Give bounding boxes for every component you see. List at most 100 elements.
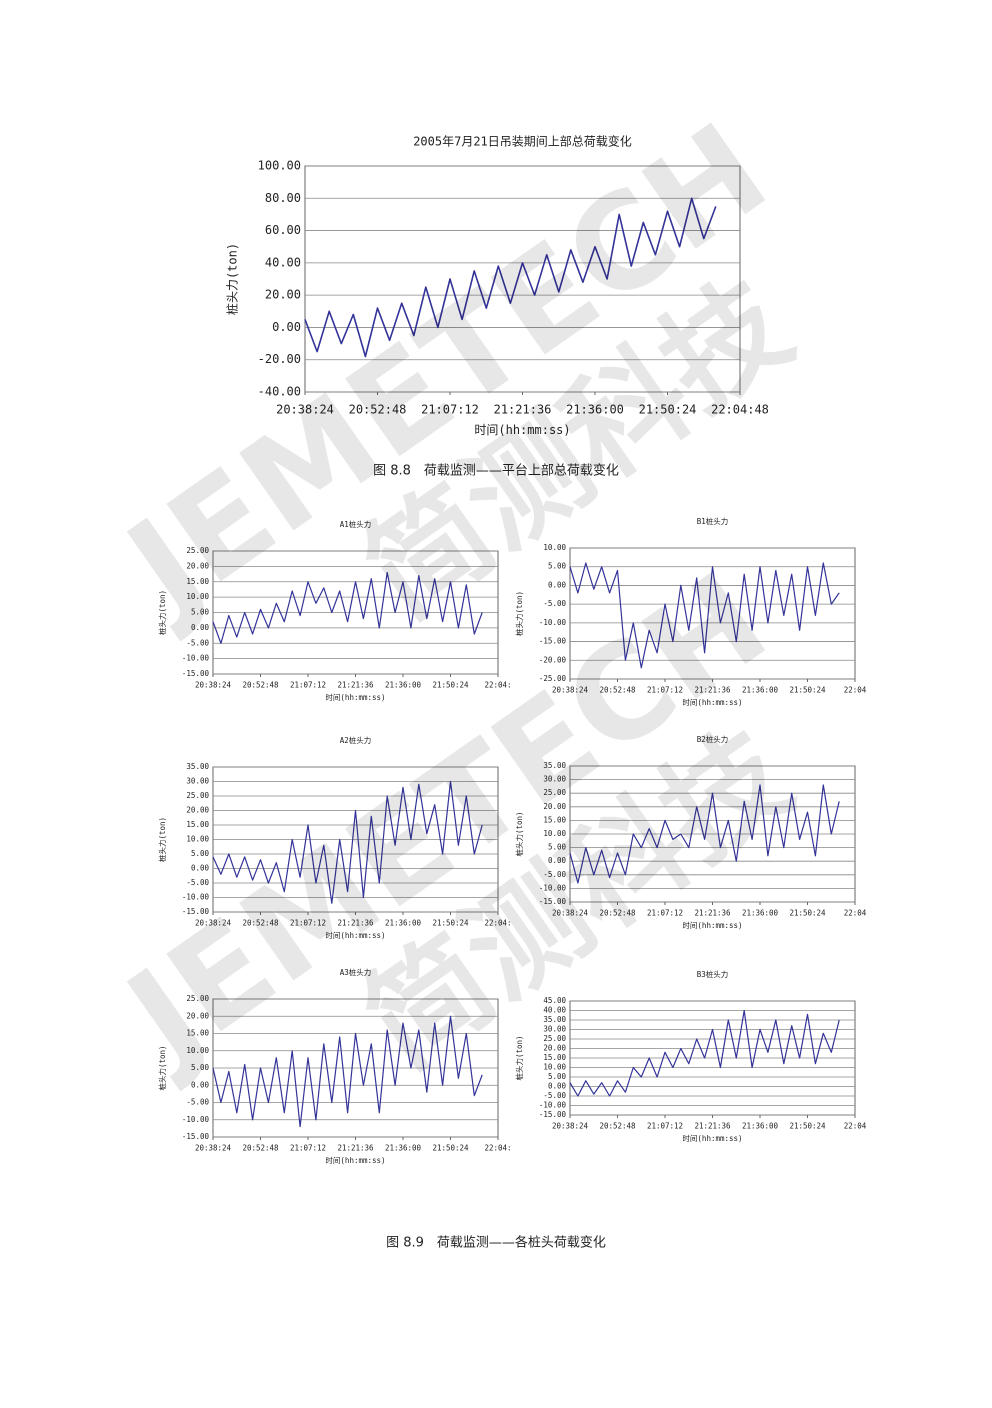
x-axis-label: 时间(hh:mm:ss) [325, 930, 385, 940]
x-tick-label: 21:50:24 [639, 403, 697, 417]
y-tick-label: 20.00 [186, 561, 209, 570]
x-tick-label: 21:50:24 [432, 680, 469, 689]
data-line [569, 562, 840, 669]
x-tick-label: 22:04 [844, 908, 867, 917]
y-tick-label: -10.00 [539, 883, 567, 892]
y-tick-label: 0.00 [272, 320, 301, 334]
x-tick-label: 20:38:24 [195, 1143, 232, 1152]
x-axis-label: 时间(hh:mm:ss) [682, 920, 742, 930]
y-tick-label: 0.00 [191, 864, 210, 873]
chart-title: B2桩头力 [697, 734, 729, 744]
x-tick-label: 20:38:24 [552, 908, 589, 917]
y-tick-label: 0.00 [191, 623, 210, 632]
y-tick-label: -5.00 [543, 1091, 566, 1100]
x-tick-label: 21:50:24 [789, 908, 826, 917]
y-tick-label: 5.00 [191, 1063, 210, 1072]
x-axis-label: 时间(hh:mm:ss) [474, 423, 570, 437]
y-tick-label: -40.00 [258, 385, 301, 399]
y-tick-label: 25.00 [543, 788, 566, 797]
x-tick-label: 21:50:24 [432, 918, 469, 927]
x-tick-label: 21:21:36 [337, 918, 374, 927]
y-tick-label: 15.00 [186, 820, 209, 829]
y-tick-label: 5.00 [191, 608, 210, 617]
y-tick-label: 0.00 [548, 1082, 567, 1091]
x-tick-label: 22:04 [844, 685, 867, 694]
data-line [304, 197, 717, 358]
x-tick-label: 20:52:48 [242, 680, 279, 689]
x-tick-label: 21:36:00 [742, 685, 779, 694]
data-line [212, 780, 483, 904]
x-tick-label: 22:04:48 [711, 403, 769, 417]
x-tick-label: 21:36:00 [385, 1143, 422, 1152]
x-tick-label: 21:07:12 [290, 1143, 326, 1152]
y-tick-label: -15.00 [182, 1132, 210, 1141]
chart-title: 2005年7月21日吊装期间上部总荷载变化 [413, 134, 632, 149]
x-tick-label: 22:04: [484, 680, 511, 689]
y-axis-label: 桩头力(ton) [157, 817, 167, 862]
y-tick-label: 20.00 [543, 1044, 566, 1053]
x-axis-label: 时间(hh:mm:ss) [682, 1133, 742, 1143]
x-tick-label: 21:36:00 [742, 908, 779, 917]
y-axis-label: 桩头力(ton) [157, 590, 167, 635]
x-tick-label: 20:52:48 [242, 918, 279, 927]
y-tick-label: 15.00 [543, 1053, 566, 1062]
x-tick-label: 20:38:24 [195, 680, 232, 689]
x-axis-label: 时间(hh:mm:ss) [325, 692, 385, 702]
x-tick-label: 21:21:36 [694, 1121, 731, 1130]
figure-caption: 图 8.8 荷载监测——平台上部总荷载变化 [373, 463, 619, 479]
y-axis-label: 桩头力(ton) [225, 243, 240, 315]
y-tick-label: 30.00 [543, 775, 566, 784]
y-tick-label: 100.00 [258, 159, 301, 173]
y-tick-label: 25.00 [186, 791, 209, 800]
y-tick-label: -5.00 [543, 870, 566, 879]
chart-title: B3桩头力 [697, 969, 729, 979]
chart-title: B1桩头力 [697, 516, 729, 526]
y-axis-label: 桩头力(ton) [514, 811, 524, 856]
y-tick-label: -10.00 [182, 1115, 210, 1124]
y-tick-label: -20.00 [258, 352, 301, 366]
x-tick-label: 20:52:48 [599, 908, 636, 917]
y-tick-label: 10.00 [186, 1046, 209, 1055]
x-axis-label: 时间(hh:mm:ss) [325, 1155, 385, 1165]
y-tick-label: 5.00 [191, 849, 210, 858]
y-tick-label: 5.00 [548, 1072, 567, 1081]
y-tick-label: 80.00 [265, 191, 301, 205]
y-tick-label: 5.00 [548, 843, 567, 852]
y-tick-label: 10.00 [543, 829, 566, 838]
chart-title: A2桩头力 [340, 735, 372, 745]
y-tick-label: -10.00 [539, 618, 567, 627]
x-tick-label: 21:07:12 [290, 680, 326, 689]
data-line [212, 571, 483, 644]
y-tick-label: 10.00 [186, 592, 209, 601]
y-axis-label: 桩头力(ton) [514, 591, 524, 636]
y-tick-label: 25.00 [186, 994, 209, 1003]
y-tick-label: -5.00 [186, 878, 209, 887]
y-tick-label: -15.00 [539, 1110, 567, 1119]
x-tick-label: 20:52:48 [349, 403, 407, 417]
x-tick-label: 21:07:12 [647, 1121, 683, 1130]
data-line [569, 1009, 840, 1097]
x-tick-label: 21:07:12 [647, 908, 683, 917]
x-tick-label: 20:38:24 [276, 403, 334, 417]
y-tick-label: -25.00 [539, 674, 567, 683]
y-tick-label: -15.00 [182, 907, 210, 916]
y-tick-label: -10.00 [182, 893, 210, 902]
x-tick-label: 20:38:24 [552, 1121, 589, 1130]
x-tick-label: 20:38:24 [195, 918, 232, 927]
x-tick-label: 21:21:36 [494, 403, 552, 417]
y-tick-label: 0.00 [548, 580, 567, 589]
x-tick-label: 21:21:36 [694, 685, 731, 694]
y-tick-label: 20.00 [265, 288, 301, 302]
y-tick-label: 40.00 [543, 1006, 566, 1015]
y-tick-label: 25.00 [543, 1034, 566, 1043]
data-line [569, 784, 840, 884]
y-tick-label: 20.00 [186, 1011, 209, 1020]
y-axis-label: 桩头力(ton) [157, 1045, 167, 1090]
x-tick-label: 21:21:36 [337, 680, 374, 689]
y-tick-label: 35.00 [186, 762, 209, 771]
x-axis-label: 时间(hh:mm:ss) [682, 697, 742, 707]
y-tick-label: 0.00 [191, 1080, 210, 1089]
chart-title: A1桩头力 [340, 519, 372, 529]
x-tick-label: 22:04: [484, 918, 511, 927]
